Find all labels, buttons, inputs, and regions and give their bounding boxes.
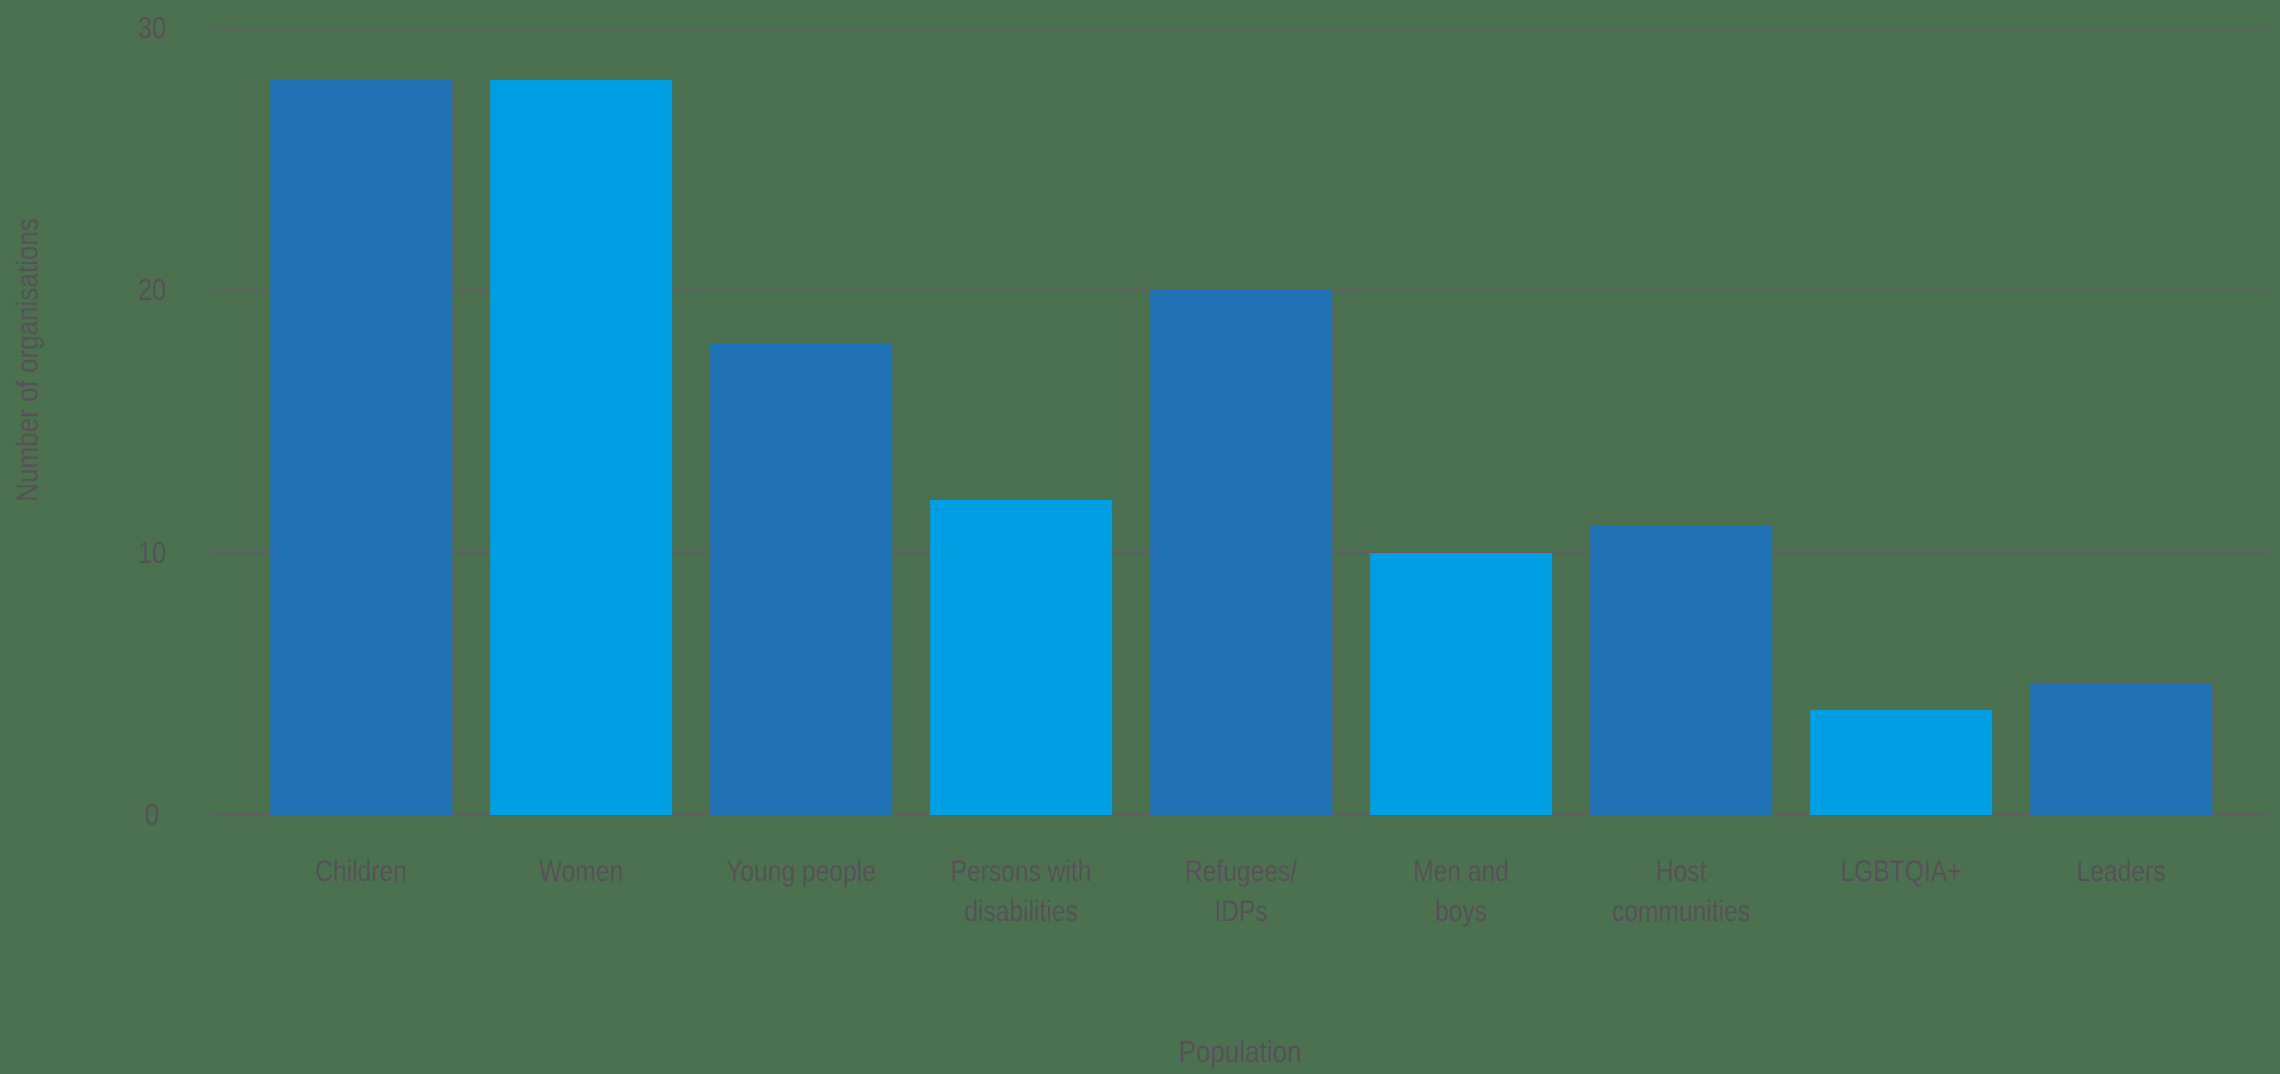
bar-persons-with-disabilities bbox=[930, 500, 1112, 815]
bar-men-and-boys bbox=[1370, 552, 1552, 815]
category-label-children: Children bbox=[315, 855, 407, 888]
bar-young-people bbox=[710, 342, 892, 815]
y-tick-label-0: 0 bbox=[144, 797, 160, 832]
category-label-refugees-idps: Refugees/ IDPs bbox=[1184, 855, 1298, 928]
bar-women bbox=[490, 80, 672, 815]
bar-refugees-idps bbox=[1150, 290, 1332, 815]
bar-lgbtqia+ bbox=[1810, 710, 1992, 815]
gridline-y-30 bbox=[212, 27, 2268, 29]
category-label-lgbtqia+: LGBTQIA+ bbox=[1840, 855, 1962, 888]
x-axis-title: Population bbox=[1178, 1034, 1302, 1069]
y-tick-label-30: 30 bbox=[137, 10, 167, 45]
gridline-y-0 bbox=[212, 814, 2268, 816]
category-label-host-communities: Host communities bbox=[1611, 855, 1751, 928]
category-label-women: Women bbox=[538, 855, 624, 888]
y-tick-label-20: 20 bbox=[137, 272, 167, 308]
y-tick-label-10: 10 bbox=[137, 534, 167, 570]
category-label-leaders: Leaders bbox=[2076, 855, 2166, 888]
bar-leaders bbox=[2030, 683, 2212, 815]
bar-host-communities bbox=[1590, 526, 1772, 815]
category-label-men-and-boys: Men and boys bbox=[1413, 855, 1509, 928]
bar-children bbox=[270, 80, 452, 815]
category-label-persons-with-disabilities: Persons with disabilities bbox=[950, 855, 1092, 928]
category-label-young-people: Young people bbox=[726, 855, 876, 888]
